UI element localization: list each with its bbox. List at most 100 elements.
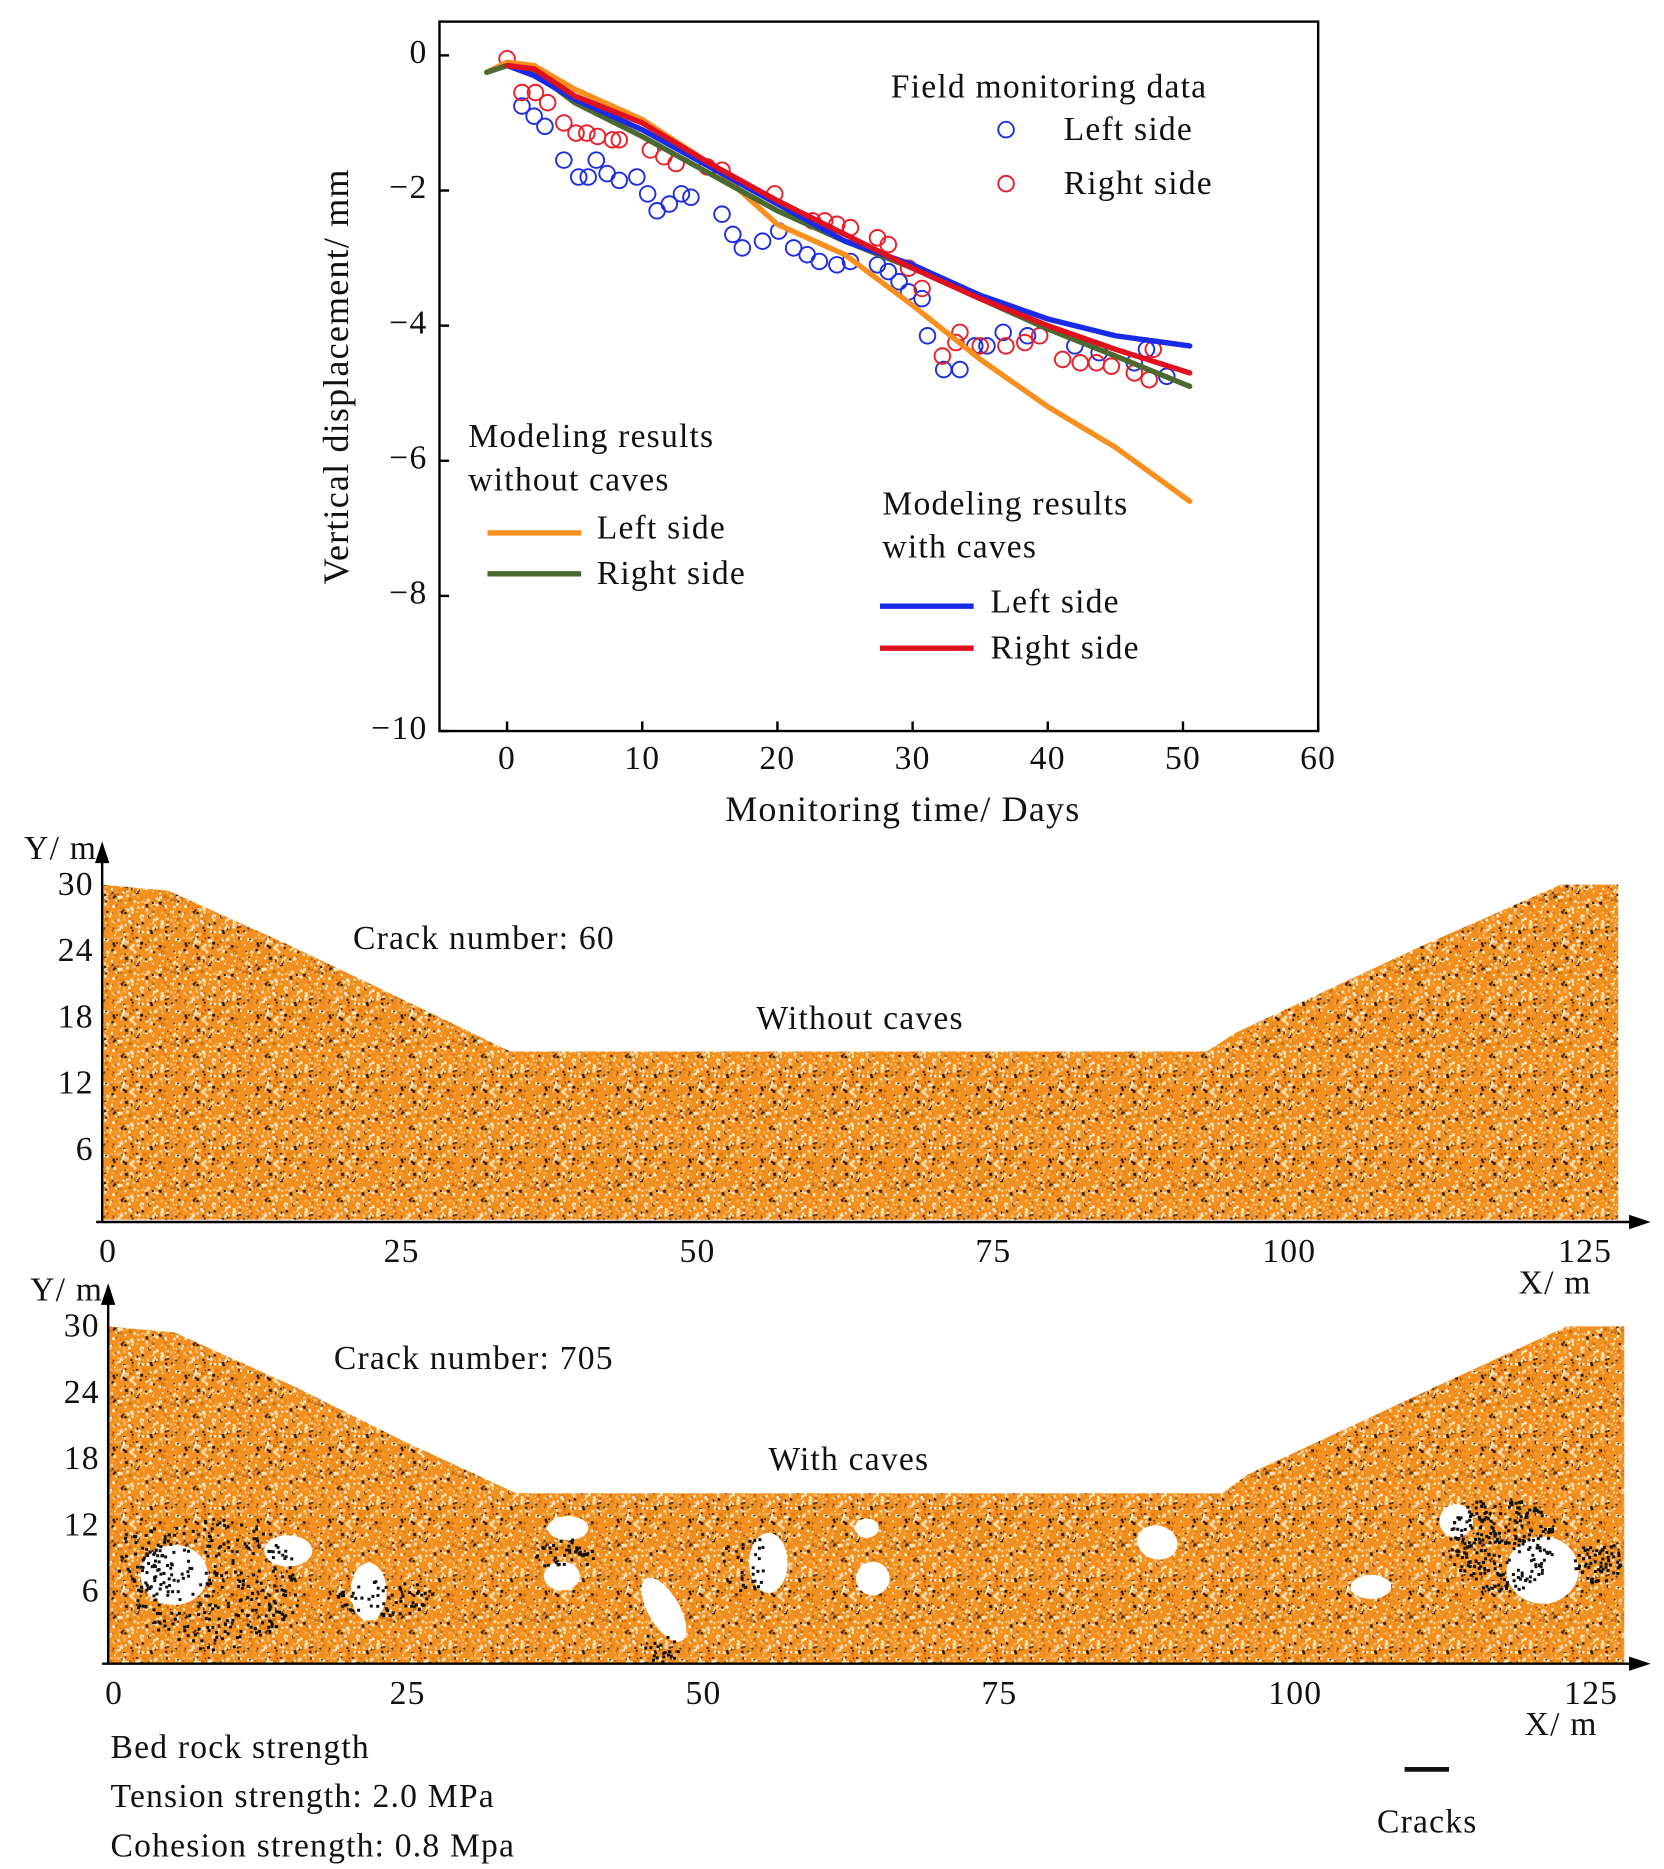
crack bbox=[1482, 1518, 1486, 1522]
crack bbox=[170, 1563, 174, 1567]
data-point bbox=[753, 232, 772, 250]
crack bbox=[1502, 1578, 1506, 1582]
crack bbox=[1520, 1500, 1524, 1504]
crack bbox=[163, 1619, 167, 1623]
crack bbox=[1507, 1505, 1511, 1509]
crack bbox=[1583, 1564, 1587, 1568]
crack bbox=[1609, 1545, 1613, 1549]
crack bbox=[1455, 1549, 1459, 1553]
crack bbox=[1472, 1572, 1476, 1576]
crack bbox=[1497, 1541, 1501, 1545]
crack bbox=[1521, 1542, 1525, 1546]
crack bbox=[591, 1557, 595, 1561]
crack bbox=[659, 1643, 663, 1647]
crack bbox=[644, 1646, 648, 1650]
crack bbox=[290, 1557, 294, 1561]
data-point bbox=[610, 171, 629, 190]
crack bbox=[1514, 1584, 1518, 1588]
crack bbox=[251, 1552, 255, 1556]
crack bbox=[1618, 1563, 1622, 1567]
crack bbox=[1574, 1567, 1578, 1571]
crack bbox=[158, 1587, 162, 1591]
crack bbox=[655, 1656, 659, 1660]
crack bbox=[141, 1565, 145, 1569]
crack bbox=[754, 1553, 758, 1557]
crack bbox=[1505, 1583, 1509, 1587]
crack bbox=[1528, 1508, 1532, 1512]
crack bbox=[145, 1583, 149, 1587]
model-panel-without-caves: 0 25 50 75 100 125 6 12 18 24 30Y/ m X/ m Crack numb… bbox=[24, 830, 1651, 1301]
crack bbox=[1463, 1546, 1467, 1550]
crack bbox=[1530, 1569, 1534, 1573]
crack bbox=[148, 1586, 152, 1590]
x-tick-label: 0 bbox=[498, 740, 516, 777]
crack bbox=[1525, 1577, 1529, 1581]
data-point bbox=[733, 239, 752, 257]
data-point bbox=[578, 124, 596, 142]
crack bbox=[207, 1594, 211, 1598]
crack bbox=[420, 1593, 424, 1597]
data-point bbox=[555, 114, 573, 132]
crack bbox=[282, 1593, 286, 1597]
crack bbox=[209, 1581, 213, 1585]
crack bbox=[167, 1627, 171, 1631]
crack bbox=[1516, 1506, 1520, 1510]
crack bbox=[233, 1570, 237, 1574]
crack bbox=[1476, 1532, 1480, 1536]
crack bbox=[548, 1546, 552, 1550]
crack bbox=[1534, 1563, 1538, 1567]
data-point bbox=[1053, 350, 1072, 369]
crack bbox=[1477, 1537, 1481, 1541]
crack bbox=[246, 1623, 250, 1627]
crack bbox=[669, 1654, 673, 1658]
crack bbox=[1477, 1561, 1481, 1565]
crack bbox=[290, 1578, 294, 1582]
legend-label: Left side bbox=[1064, 111, 1193, 148]
crack bbox=[1536, 1537, 1540, 1541]
crack bbox=[571, 1538, 575, 1542]
crack bbox=[255, 1537, 259, 1541]
crack bbox=[1497, 1573, 1501, 1577]
crack bbox=[357, 1585, 361, 1589]
crack bbox=[1589, 1561, 1593, 1565]
crack bbox=[124, 1554, 128, 1558]
crack bbox=[157, 1567, 161, 1571]
crack bbox=[1463, 1527, 1467, 1531]
crack bbox=[1512, 1547, 1516, 1551]
crack bbox=[293, 1593, 297, 1597]
crack bbox=[229, 1625, 233, 1629]
crack bbox=[170, 1611, 174, 1615]
legend-title: Modeling results bbox=[468, 418, 714, 455]
crack bbox=[1540, 1568, 1544, 1572]
data-point bbox=[879, 235, 898, 254]
crack bbox=[1550, 1553, 1554, 1557]
crack bbox=[291, 1611, 295, 1615]
data-point bbox=[555, 151, 573, 169]
y-tick-label: 6 bbox=[82, 1573, 100, 1610]
crack bbox=[141, 1569, 145, 1573]
crack bbox=[401, 1594, 405, 1598]
crack bbox=[420, 1602, 424, 1606]
crack bbox=[1459, 1569, 1463, 1573]
cave bbox=[140, 1544, 208, 1605]
crack bbox=[1466, 1563, 1470, 1567]
crack bbox=[1604, 1562, 1608, 1566]
crack bbox=[1582, 1546, 1586, 1550]
crack bbox=[568, 1550, 572, 1554]
crack bbox=[194, 1539, 198, 1543]
crack bbox=[741, 1546, 745, 1550]
legend-label: Right side bbox=[597, 555, 746, 592]
crack bbox=[1479, 1572, 1483, 1576]
crack bbox=[273, 1601, 277, 1605]
crack bbox=[1535, 1546, 1539, 1550]
crack bbox=[166, 1593, 170, 1597]
crack bbox=[1586, 1548, 1590, 1552]
crack bbox=[166, 1590, 170, 1594]
crack bbox=[250, 1598, 254, 1602]
crack bbox=[1507, 1529, 1511, 1533]
crack bbox=[181, 1576, 185, 1580]
crack bbox=[1453, 1563, 1457, 1567]
crack bbox=[1470, 1526, 1474, 1530]
crack bbox=[146, 1586, 150, 1590]
crack bbox=[147, 1561, 151, 1565]
